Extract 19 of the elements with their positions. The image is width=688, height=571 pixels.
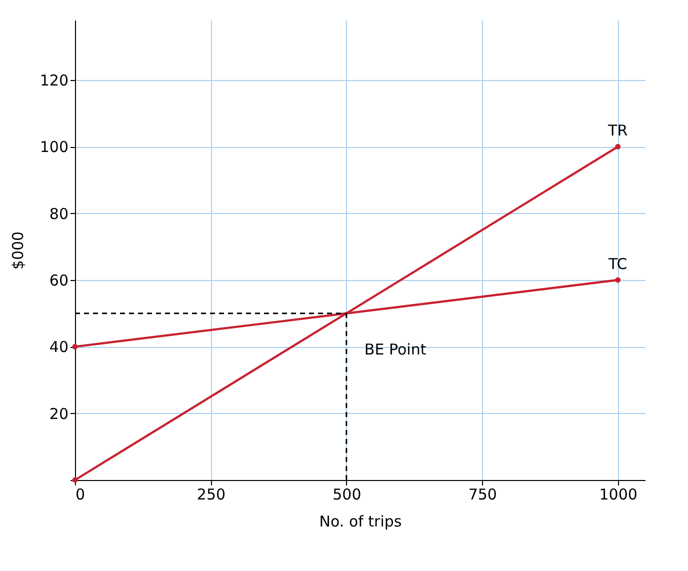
series-label: TC — [607, 255, 628, 273]
x-axis-title: No. of trips — [319, 512, 402, 530]
x-tick-label: 0 — [76, 486, 86, 504]
x-tick-label: 500 — [332, 486, 362, 504]
point — [615, 144, 621, 150]
point — [72, 344, 78, 350]
point — [615, 277, 621, 283]
y-tick-label: 20 — [49, 404, 68, 423]
annotation: BE Point — [364, 340, 426, 358]
y-tick-label: 40 — [49, 338, 68, 356]
y-tick-label: 100 — [40, 138, 68, 156]
x-tick-label: 750 — [468, 486, 497, 504]
y-axis-title: $000 — [8, 231, 27, 270]
series-label: TR — [607, 122, 628, 140]
y-tick-label: 60 — [49, 272, 68, 290]
y-tick-label: 80 — [49, 204, 68, 223]
x-tick-label: 1000 — [599, 486, 638, 504]
x-tick-label: 250 — [196, 486, 226, 504]
y-tick-label: 120 — [40, 72, 68, 90]
